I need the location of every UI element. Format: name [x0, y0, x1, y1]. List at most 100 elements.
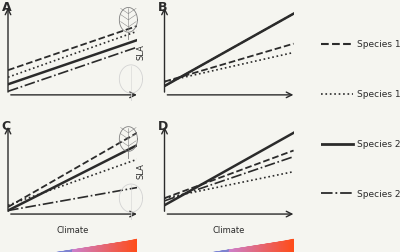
Polygon shape — [86, 247, 87, 252]
Polygon shape — [82, 248, 83, 252]
Polygon shape — [241, 247, 242, 252]
Polygon shape — [76, 249, 77, 252]
Polygon shape — [87, 247, 88, 252]
Polygon shape — [89, 247, 90, 252]
Polygon shape — [276, 242, 277, 252]
Text: C: C — [2, 119, 11, 132]
Polygon shape — [81, 248, 82, 252]
Polygon shape — [234, 249, 235, 252]
Text: Climate: Climate — [56, 225, 89, 234]
Polygon shape — [120, 242, 121, 252]
Polygon shape — [237, 248, 238, 252]
Polygon shape — [77, 249, 78, 252]
Polygon shape — [70, 250, 71, 252]
Polygon shape — [270, 243, 271, 252]
Polygon shape — [291, 240, 292, 252]
Polygon shape — [254, 245, 255, 252]
Polygon shape — [277, 242, 278, 252]
Polygon shape — [275, 242, 276, 252]
Polygon shape — [246, 247, 247, 252]
Polygon shape — [225, 250, 226, 252]
Polygon shape — [243, 247, 244, 252]
Polygon shape — [80, 248, 81, 252]
Polygon shape — [110, 244, 111, 252]
Polygon shape — [111, 243, 112, 252]
Polygon shape — [290, 240, 291, 252]
Text: Climate: Climate — [213, 225, 245, 234]
Polygon shape — [222, 250, 223, 252]
Polygon shape — [221, 251, 222, 252]
Polygon shape — [79, 248, 80, 252]
Polygon shape — [281, 241, 282, 252]
Polygon shape — [238, 248, 239, 252]
Text: D: D — [158, 119, 168, 132]
Polygon shape — [90, 247, 91, 252]
Polygon shape — [94, 246, 95, 252]
Polygon shape — [95, 246, 96, 252]
Polygon shape — [226, 250, 227, 252]
Polygon shape — [293, 239, 294, 252]
Polygon shape — [112, 243, 113, 252]
Polygon shape — [125, 241, 126, 252]
Polygon shape — [285, 241, 286, 252]
Polygon shape — [78, 248, 79, 252]
Polygon shape — [239, 248, 240, 252]
Polygon shape — [85, 247, 86, 252]
Polygon shape — [60, 251, 61, 252]
Polygon shape — [278, 242, 279, 252]
Polygon shape — [83, 248, 84, 252]
Polygon shape — [118, 242, 119, 252]
Polygon shape — [253, 246, 254, 252]
Polygon shape — [286, 240, 287, 252]
Polygon shape — [271, 243, 272, 252]
Text: SLA: SLA — [137, 44, 146, 59]
Polygon shape — [127, 241, 128, 252]
Polygon shape — [73, 249, 74, 252]
Polygon shape — [117, 242, 118, 252]
Polygon shape — [107, 244, 108, 252]
Polygon shape — [92, 246, 93, 252]
Polygon shape — [65, 251, 66, 252]
Polygon shape — [231, 249, 232, 252]
Polygon shape — [282, 241, 283, 252]
Polygon shape — [223, 250, 224, 252]
Polygon shape — [69, 250, 70, 252]
Polygon shape — [249, 246, 250, 252]
Polygon shape — [260, 245, 261, 252]
Text: B: B — [158, 1, 168, 13]
Text: A: A — [2, 1, 11, 13]
Polygon shape — [62, 251, 63, 252]
Polygon shape — [279, 242, 280, 252]
Polygon shape — [61, 251, 62, 252]
Polygon shape — [251, 246, 252, 252]
Polygon shape — [66, 250, 67, 252]
Polygon shape — [126, 241, 127, 252]
Polygon shape — [121, 242, 122, 252]
Polygon shape — [263, 244, 264, 252]
Polygon shape — [124, 241, 125, 252]
Polygon shape — [123, 242, 124, 252]
Polygon shape — [135, 240, 136, 252]
Polygon shape — [283, 241, 284, 252]
Polygon shape — [128, 241, 129, 252]
Polygon shape — [59, 251, 60, 252]
Polygon shape — [99, 245, 100, 252]
Polygon shape — [257, 245, 258, 252]
Polygon shape — [229, 249, 230, 252]
Polygon shape — [115, 243, 116, 252]
Polygon shape — [219, 251, 220, 252]
Polygon shape — [113, 243, 114, 252]
Polygon shape — [248, 246, 249, 252]
Text: Species 2, seedling: Species 2, seedling — [356, 189, 400, 198]
Polygon shape — [265, 244, 266, 252]
Polygon shape — [97, 246, 98, 252]
Polygon shape — [232, 249, 233, 252]
Polygon shape — [68, 250, 69, 252]
Polygon shape — [132, 240, 133, 252]
Polygon shape — [267, 243, 268, 252]
Polygon shape — [93, 246, 94, 252]
Text: Species 1, seedling: Species 1, seedling — [356, 90, 400, 99]
Polygon shape — [292, 240, 293, 252]
Polygon shape — [259, 245, 260, 252]
Polygon shape — [268, 243, 269, 252]
